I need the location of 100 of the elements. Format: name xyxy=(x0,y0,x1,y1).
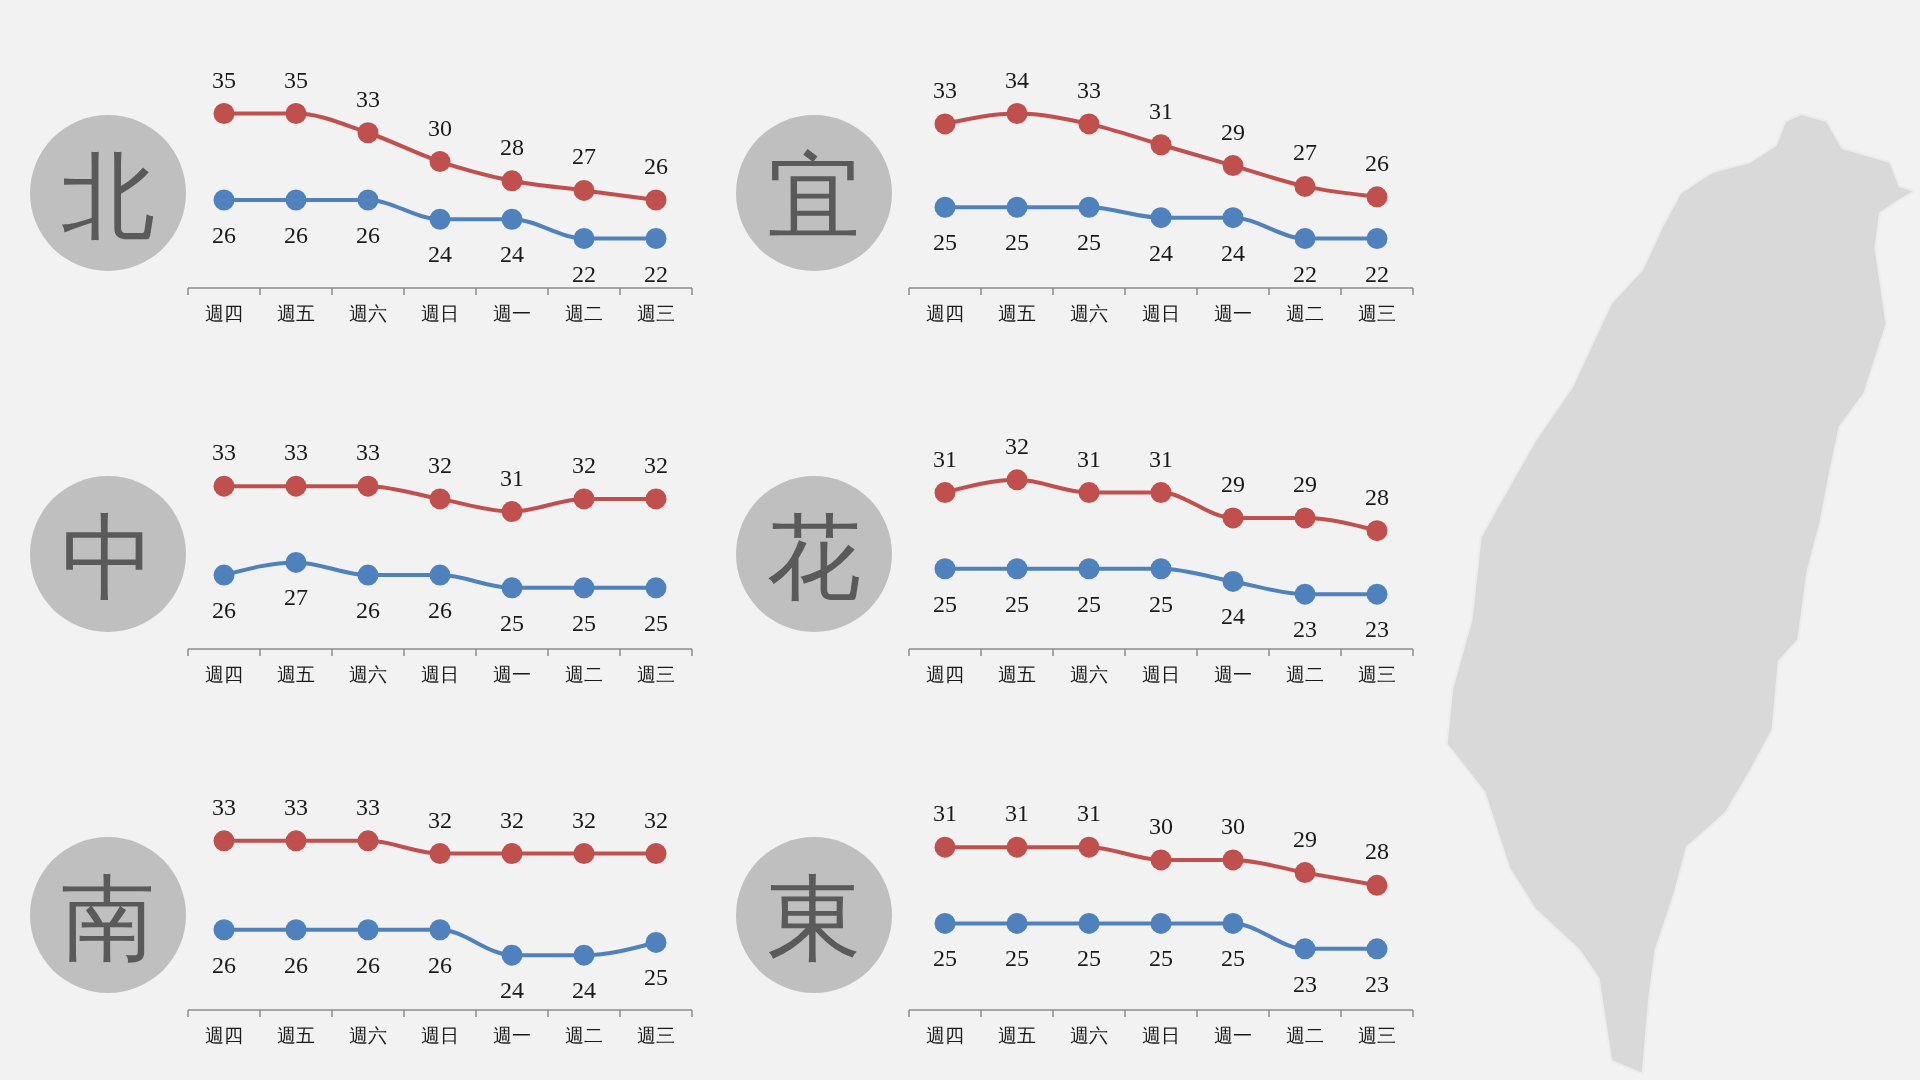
x-tick-label: 週二 xyxy=(1286,1024,1324,1046)
data-label: 25 xyxy=(933,945,957,972)
data-label: 26 xyxy=(428,597,452,624)
data-label: 23 xyxy=(1293,970,1317,997)
data-label: 26 xyxy=(1365,149,1389,176)
data-label: 25 xyxy=(933,229,957,256)
data-label: 24 xyxy=(1149,239,1173,266)
x-tick-label: 週四 xyxy=(926,1024,964,1046)
data-label: 33 xyxy=(1077,76,1101,103)
data-label: 32 xyxy=(644,451,668,478)
x-tick-label: 週日 xyxy=(1142,663,1180,685)
title: 中 xyxy=(61,504,155,610)
data-label: 25 xyxy=(1077,229,1101,256)
title: 北 xyxy=(61,143,155,249)
data-label: 32 xyxy=(1005,432,1029,459)
x-tick-label: 週一 xyxy=(493,302,531,324)
data-label: 24 xyxy=(1221,603,1245,630)
data-label: 26 xyxy=(356,597,380,624)
data-label: 26 xyxy=(644,153,668,180)
data-label: 24 xyxy=(500,241,524,268)
x-tick-label: 週三 xyxy=(1358,1024,1396,1046)
data-label: 23 xyxy=(1365,616,1389,643)
title: 花 xyxy=(767,504,861,610)
data-label: 26 xyxy=(428,951,452,978)
x-tick-label: 週日 xyxy=(421,302,459,324)
x-tick-label: 週三 xyxy=(637,1024,675,1046)
x-tick-label: 週三 xyxy=(1358,302,1396,324)
data-label: 32 xyxy=(644,806,668,833)
data-label: 33 xyxy=(212,439,236,466)
data-label: 25 xyxy=(1221,945,1245,972)
x-tick-label: 週二 xyxy=(565,1024,603,1046)
x-tick-label: 週四 xyxy=(205,302,243,324)
title: 東 xyxy=(767,865,861,971)
data-label: 29 xyxy=(1293,825,1317,852)
data-label: 27 xyxy=(284,584,308,611)
data-label: 34 xyxy=(1005,66,1029,93)
data-label: 31 xyxy=(933,800,957,827)
x-tick-label: 週二 xyxy=(1286,302,1324,324)
data-label: 22 xyxy=(1365,260,1389,287)
data-label: 33 xyxy=(284,439,308,466)
x-tick-label: 週六 xyxy=(349,302,387,324)
data-label: 26 xyxy=(284,951,308,978)
data-label: 26 xyxy=(356,222,380,249)
x-tick-label: 週二 xyxy=(565,663,603,685)
x-tick-label: 週日 xyxy=(1142,1024,1180,1046)
data-label: 26 xyxy=(356,951,380,978)
data-label: 31 xyxy=(1005,800,1029,827)
title: 宜 xyxy=(767,143,861,249)
data-label: 26 xyxy=(284,222,308,249)
x-tick-label: 週四 xyxy=(926,302,964,324)
data-label: 25 xyxy=(1077,590,1101,617)
data-label: 31 xyxy=(1077,445,1101,472)
data-label: 32 xyxy=(428,806,452,833)
data-label: 23 xyxy=(1365,970,1389,997)
x-tick-label: 週一 xyxy=(1214,663,1252,685)
data-label: 30 xyxy=(428,114,452,141)
data-label: 25 xyxy=(1149,945,1173,972)
data-label: 25 xyxy=(1005,945,1029,972)
x-tick-label: 週六 xyxy=(1070,302,1108,324)
data-label: 32 xyxy=(572,451,596,478)
x-tick-label: 週三 xyxy=(637,663,675,685)
data-label: 28 xyxy=(1365,838,1389,865)
data-label: 25 xyxy=(1149,590,1173,617)
data-label: 29 xyxy=(1221,118,1245,145)
data-label: 25 xyxy=(933,590,957,617)
x-tick-label: 週日 xyxy=(421,663,459,685)
x-tick-label: 週五 xyxy=(277,302,315,324)
data-label: 25 xyxy=(500,609,524,636)
x-tick-label: 週一 xyxy=(1214,302,1252,324)
x-tick-label: 週六 xyxy=(349,1024,387,1046)
title: 南 xyxy=(61,865,155,971)
data-label: 22 xyxy=(572,260,596,287)
data-label: 26 xyxy=(212,597,236,624)
x-tick-label: 週五 xyxy=(998,302,1036,324)
data-label: 25 xyxy=(572,609,596,636)
data-label: 29 xyxy=(1293,470,1317,497)
data-label: 31 xyxy=(500,464,524,491)
data-label: 24 xyxy=(428,241,452,268)
data-label: 33 xyxy=(356,85,380,112)
data-label: 33 xyxy=(356,793,380,820)
x-tick-label: 週五 xyxy=(277,663,315,685)
data-label: 33 xyxy=(933,76,957,103)
data-label: 32 xyxy=(500,806,524,833)
x-tick-label: 週日 xyxy=(1142,302,1180,324)
x-tick-label: 週四 xyxy=(926,663,964,685)
data-label: 31 xyxy=(933,445,957,472)
data-label: 22 xyxy=(644,260,668,287)
data-label: 35 xyxy=(212,66,236,93)
x-tick-label: 週三 xyxy=(637,302,675,324)
x-tick-label: 週四 xyxy=(205,663,243,685)
data-label: 25 xyxy=(1005,229,1029,256)
x-tick-label: 週五 xyxy=(277,1024,315,1046)
data-label: 29 xyxy=(1221,470,1245,497)
data-label: 31 xyxy=(1149,445,1173,472)
data-label: 35 xyxy=(284,66,308,93)
x-tick-label: 週四 xyxy=(205,1024,243,1046)
data-label: 24 xyxy=(1221,239,1245,266)
x-tick-label: 週三 xyxy=(1358,663,1396,685)
data-label: 30 xyxy=(1221,812,1245,839)
data-label: 27 xyxy=(1293,139,1317,166)
